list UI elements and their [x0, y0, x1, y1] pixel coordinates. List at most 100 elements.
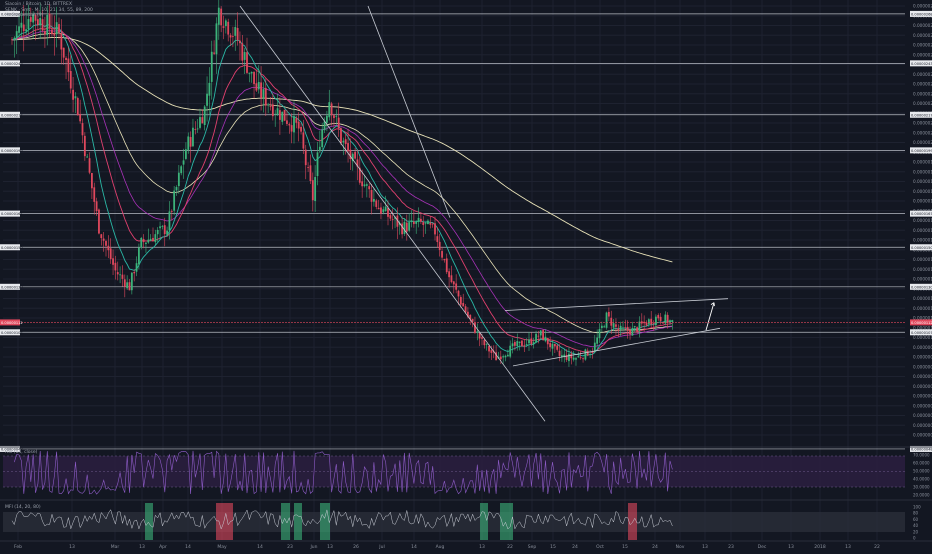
candle-body — [283, 109, 286, 121]
candle-body — [123, 279, 126, 287]
candle-body — [234, 26, 237, 36]
candle-body — [600, 325, 603, 328]
candle-body — [227, 21, 230, 35]
candle-body — [561, 355, 563, 357]
price-axis-tick: 0.00000190 — [913, 160, 932, 165]
candle-body — [217, 7, 220, 25]
price-axis-tick: 0.00000050 — [913, 433, 932, 438]
candle-body — [147, 239, 150, 243]
candle-body — [570, 353, 573, 359]
candle-body — [584, 349, 587, 360]
candle-body — [511, 343, 514, 347]
candle-body — [389, 215, 392, 219]
candle-body — [168, 211, 171, 231]
candle-body — [102, 238, 105, 241]
time-axis-label: 14 — [411, 544, 417, 550]
descending-trendline-channel-lower[interactable] — [239, 5, 546, 422]
descending-trendline-upper[interactable] — [367, 5, 451, 218]
chart-legend[interactable]: Siacoin / Bitcoin, 1D, BITTREX SENK · Sm… — [5, 2, 93, 19]
candle-body — [429, 222, 432, 225]
candle-body — [220, 8, 223, 26]
candle-body — [652, 323, 655, 324]
level-tag-right-text: 0.00000268 — [911, 13, 932, 17]
candle-body — [542, 330, 544, 341]
mfi-axis-tick: 0 — [913, 536, 916, 541]
candle-body — [441, 251, 443, 258]
price-axis-tick: 0.00000245 — [913, 52, 932, 57]
candle-body — [203, 106, 206, 126]
candle-body — [431, 223, 434, 225]
candle-body — [159, 226, 161, 229]
candle-body — [196, 128, 199, 130]
candle-body — [657, 315, 660, 319]
candle-body — [495, 352, 497, 361]
candle-body — [281, 111, 284, 122]
candle-body — [478, 333, 481, 339]
candle-body — [401, 223, 403, 235]
candle-body — [596, 337, 599, 344]
candle-body — [39, 18, 42, 26]
candle-body — [558, 350, 561, 356]
time-axis-label: Mar — [111, 544, 120, 550]
triangle-resistance-line[interactable] — [504, 298, 729, 311]
candle-body — [100, 234, 103, 239]
level-tag-right — [910, 445, 932, 452]
level-tag-right-text: 0.00000150 — [911, 246, 932, 250]
candle-body — [69, 71, 72, 89]
candle-body — [201, 117, 204, 124]
current-price-tag-left-text: 0.00000112 — [1, 321, 23, 325]
candle-body — [662, 322, 664, 324]
time-axis-label: 22 — [507, 544, 513, 550]
candle-body — [11, 39, 13, 41]
candle-body — [629, 329, 631, 335]
candle-body — [575, 358, 577, 360]
rsi-label[interactable]: RSI (14, close) — [5, 450, 38, 455]
candle-body — [551, 343, 554, 349]
candle-body — [405, 222, 408, 232]
candle-body — [192, 127, 194, 147]
time-axis-label: 13 — [479, 544, 485, 550]
price-axis-tick: 0.00000060 — [913, 413, 932, 418]
candle-body — [593, 342, 596, 352]
level-tag-left-text: 0.00000048 — [1, 448, 23, 452]
candle-body — [521, 340, 523, 347]
candle-body — [523, 345, 526, 347]
price-axis-tick: 0.00000255 — [913, 33, 932, 38]
candle-body — [459, 297, 462, 305]
candle-body — [32, 14, 35, 23]
candle-body — [152, 237, 154, 242]
candle-body — [88, 158, 91, 173]
candle-body — [624, 327, 627, 329]
mfi-axis-tick: 80 — [913, 511, 919, 516]
candle-body — [608, 311, 610, 317]
candle-body — [213, 52, 215, 54]
time-axis-label: 14 — [257, 544, 263, 550]
candle-body — [415, 221, 418, 224]
candle-body — [314, 177, 317, 202]
candle-body — [610, 317, 613, 326]
candle-body — [671, 320, 674, 322]
candle-body — [450, 275, 453, 283]
candle-body — [589, 353, 591, 355]
time-axis-label: Oct — [596, 544, 604, 550]
candle-body — [476, 331, 479, 333]
candle-body — [427, 220, 429, 225]
candle-body — [408, 222, 411, 231]
level-tag-right-text: 0.00000107 — [911, 331, 932, 335]
projection-arrow[interactable] — [705, 302, 715, 331]
candle-body — [232, 36, 234, 38]
mfi-label[interactable]: MFI (14, 20, 80) — [5, 505, 41, 510]
candle-body — [457, 290, 460, 297]
candle-body — [481, 337, 483, 339]
triangle-support-line[interactable] — [512, 327, 721, 367]
time-axis-label: 15 — [550, 544, 556, 550]
price-axis-tick: 0.00000120 — [913, 296, 932, 301]
candle-body — [328, 102, 331, 118]
price-axis-tick: 0.00000140 — [913, 257, 932, 262]
level-tag-left-text: 0.00000243 — [1, 62, 23, 66]
level-tag-right — [910, 329, 932, 336]
rsi-axis-tick: 50.0000 — [913, 469, 930, 474]
candle-body — [248, 72, 251, 74]
level-tag-left-text: 0.00000268 — [1, 13, 23, 17]
